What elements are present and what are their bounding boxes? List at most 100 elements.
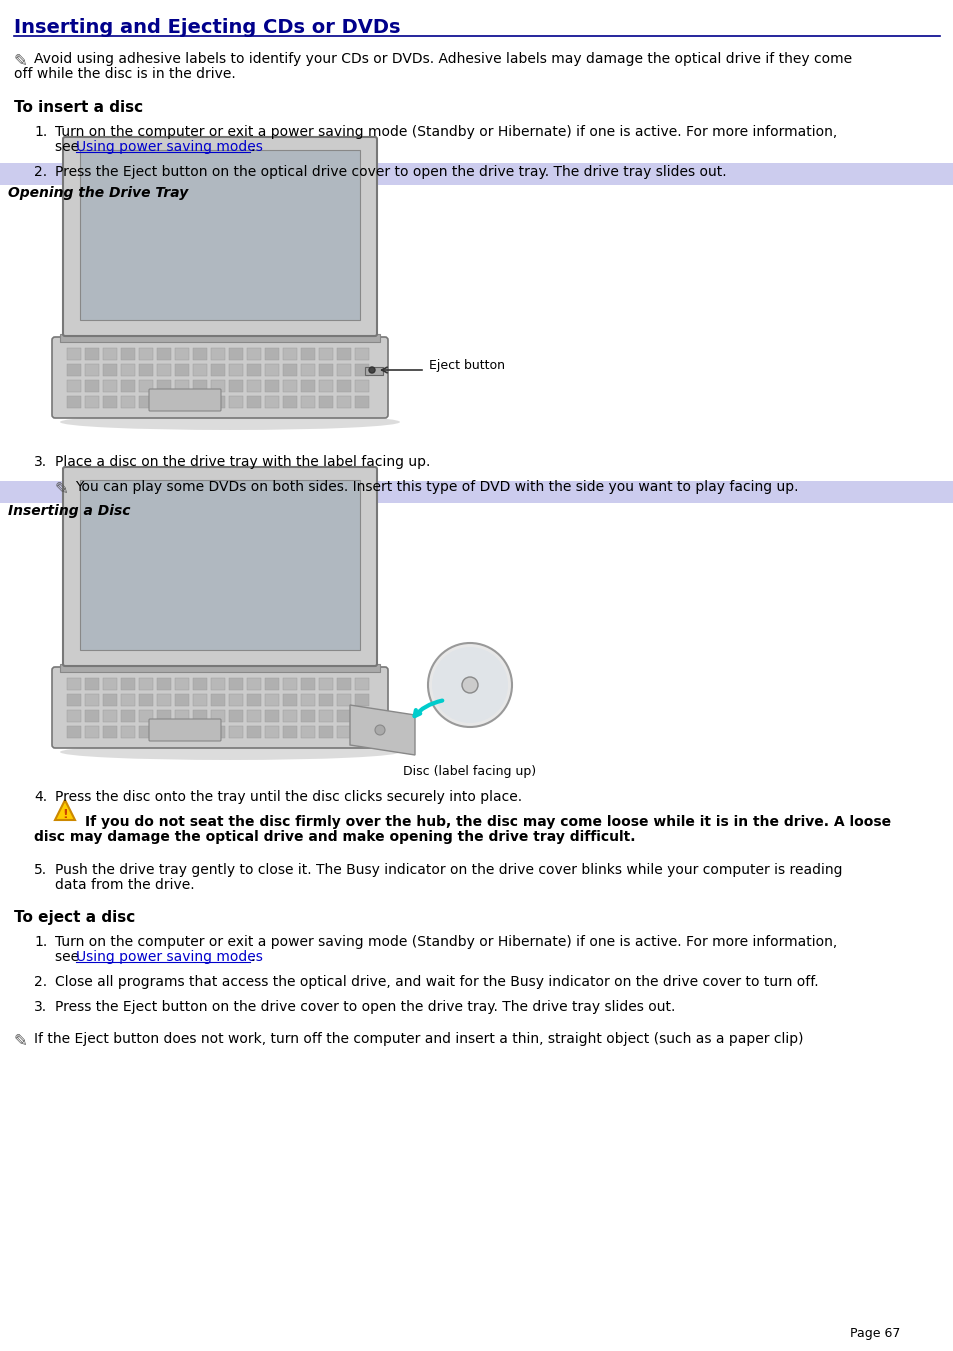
Bar <box>265 380 278 392</box>
Text: data from the drive.: data from the drive. <box>55 878 194 892</box>
Bar <box>67 363 81 376</box>
Bar <box>229 349 243 359</box>
Bar <box>301 725 314 738</box>
Bar <box>211 678 225 690</box>
Bar <box>355 349 369 359</box>
Bar <box>318 349 333 359</box>
Bar <box>103 694 117 707</box>
Bar <box>121 380 135 392</box>
Text: Using power saving modes: Using power saving modes <box>76 141 263 154</box>
Polygon shape <box>350 705 415 755</box>
Bar <box>121 396 135 408</box>
Bar <box>80 150 359 320</box>
Bar <box>301 678 314 690</box>
Bar <box>139 380 152 392</box>
Bar <box>85 725 99 738</box>
Text: disc may damage the optical drive and make opening the drive tray difficult.: disc may damage the optical drive and ma… <box>34 830 635 844</box>
Bar <box>157 694 171 707</box>
Bar <box>67 349 81 359</box>
Bar <box>139 363 152 376</box>
Bar <box>85 396 99 408</box>
Text: You can play some DVDs on both sides. Insert this type of DVD with the side you : You can play some DVDs on both sides. In… <box>75 480 798 494</box>
Circle shape <box>432 647 507 723</box>
Text: see: see <box>55 141 84 154</box>
Bar <box>336 349 351 359</box>
Bar <box>229 380 243 392</box>
FancyBboxPatch shape <box>149 389 221 411</box>
Bar <box>157 711 171 721</box>
Bar <box>301 694 314 707</box>
Bar <box>318 678 333 690</box>
Bar <box>355 396 369 408</box>
Text: !: ! <box>62 808 68 820</box>
FancyBboxPatch shape <box>52 667 388 748</box>
Text: Turn on the computer or exit a power saving mode (Standby or Hibernate) if one i: Turn on the computer or exit a power sav… <box>55 126 837 139</box>
Bar <box>247 363 261 376</box>
Bar <box>355 363 369 376</box>
Bar <box>193 349 207 359</box>
Bar <box>139 725 152 738</box>
Bar <box>139 694 152 707</box>
Bar <box>265 694 278 707</box>
Text: Inserting a Disc: Inserting a Disc <box>8 504 131 517</box>
Text: 5.: 5. <box>34 863 47 877</box>
Bar <box>174 396 189 408</box>
Bar <box>283 349 296 359</box>
Bar <box>174 678 189 690</box>
Text: Press the Eject button on the drive cover to open the drive tray. The drive tray: Press the Eject button on the drive cove… <box>55 1000 675 1015</box>
Bar <box>336 678 351 690</box>
Bar <box>247 380 261 392</box>
Bar <box>157 380 171 392</box>
Bar <box>85 349 99 359</box>
Bar <box>355 694 369 707</box>
Text: 1.: 1. <box>34 935 48 948</box>
Circle shape <box>461 677 477 693</box>
Bar <box>67 396 81 408</box>
Bar <box>229 678 243 690</box>
Bar <box>60 334 379 342</box>
Bar <box>157 725 171 738</box>
Text: Press the disc onto the tray until the disc clicks securely into place.: Press the disc onto the tray until the d… <box>55 790 521 804</box>
Bar <box>283 678 296 690</box>
Bar <box>157 349 171 359</box>
FancyBboxPatch shape <box>63 136 376 336</box>
Bar <box>193 396 207 408</box>
Bar <box>301 711 314 721</box>
Bar <box>355 678 369 690</box>
Bar <box>174 694 189 707</box>
Text: 1.: 1. <box>34 126 48 139</box>
Bar <box>265 396 278 408</box>
Text: Avoid using adhesive labels to identify your CDs or DVDs. Adhesive labels may da: Avoid using adhesive labels to identify … <box>34 51 851 66</box>
Bar <box>193 711 207 721</box>
Bar <box>80 480 359 650</box>
Bar <box>318 380 333 392</box>
Bar <box>318 711 333 721</box>
Bar <box>139 396 152 408</box>
Bar <box>283 725 296 738</box>
Bar <box>283 694 296 707</box>
Bar <box>365 367 382 376</box>
Text: 3.: 3. <box>34 1000 47 1015</box>
Text: ✎: ✎ <box>55 480 69 499</box>
Bar <box>355 711 369 721</box>
Bar <box>211 725 225 738</box>
Bar <box>229 396 243 408</box>
Bar <box>229 694 243 707</box>
Bar <box>103 396 117 408</box>
Bar <box>265 349 278 359</box>
Bar <box>283 363 296 376</box>
Bar <box>157 678 171 690</box>
Bar <box>265 363 278 376</box>
Bar <box>283 396 296 408</box>
Bar <box>85 363 99 376</box>
Bar <box>229 725 243 738</box>
Text: Page 67: Page 67 <box>849 1327 899 1340</box>
Text: .: . <box>251 950 255 965</box>
Bar <box>355 725 369 738</box>
Bar <box>247 694 261 707</box>
Bar <box>193 694 207 707</box>
Bar <box>67 711 81 721</box>
Circle shape <box>375 725 385 735</box>
Bar <box>247 711 261 721</box>
Bar <box>283 711 296 721</box>
